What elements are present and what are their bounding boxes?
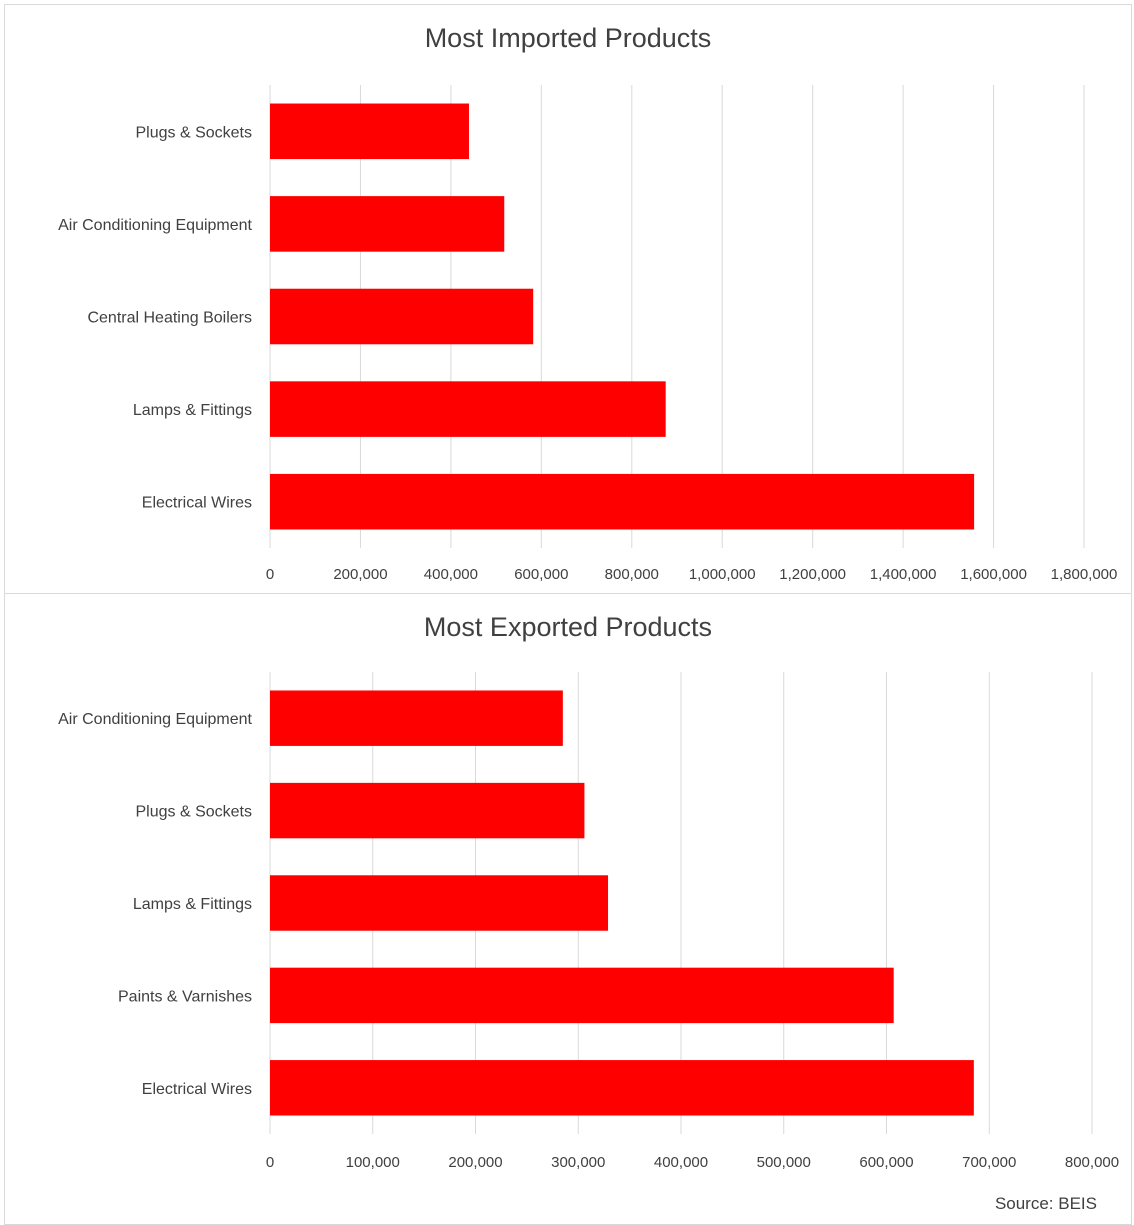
exports-bar	[270, 690, 563, 746]
imports-category-label: Plugs & Sockets	[136, 124, 253, 141]
imports-chart-svg: 0 200,000 400,000 600,000 800,000 1,000,000 1,…	[58, 85, 1118, 583]
imports-x-tick-label: 400,000	[424, 566, 478, 583]
exports-x-tick-label: 700,000	[962, 1154, 1016, 1171]
imports-bar	[270, 196, 505, 252]
imports-x-tick-label: 1,000,000	[689, 566, 756, 583]
imports-x-tick-label: 600,000	[514, 566, 568, 583]
exports-chart-title: Most Exported Products	[423, 612, 713, 642]
exports-x-tick-label: 300,000	[551, 1154, 605, 1171]
exports-x-tick-label: 200,000	[448, 1154, 502, 1171]
exports-bar	[270, 875, 609, 931]
exports-category-label: Air Conditioning Equipment	[58, 711, 252, 728]
exports-bar	[270, 782, 585, 839]
exports-category-label: Lamps & Fittings	[133, 896, 252, 913]
imports-bar	[270, 288, 534, 345]
imports-x-tick-label: 1,200,000	[779, 566, 846, 583]
imports-category-label: Lamps & Fittings	[133, 402, 252, 419]
exports-x-tick-label: 100,000	[346, 1154, 400, 1171]
exports-x-tick-label: 400,000	[654, 1154, 708, 1171]
imports-bar	[270, 473, 975, 530]
exports-category-label: Plugs & Sockets	[136, 804, 253, 821]
exports-x-tick-label: 800,000	[1065, 1154, 1119, 1171]
exports-bar	[270, 1060, 974, 1116]
exports-category-label: Electrical Wires	[142, 1081, 252, 1098]
exports-category-label: Paints & Varnishes	[118, 988, 252, 1005]
exports-bar	[270, 967, 894, 1024]
imports-chart-panel: Most Imported Products 0 200,000 400,000 60…	[4, 4, 1132, 595]
imports-category-label: Central Heating Boilers	[87, 310, 252, 327]
exports-chart-svg: 0 100,000 200,000 300,000 400,000 500,000 600,…	[58, 672, 1119, 1171]
source-note: Source: BEIS	[994, 1194, 1097, 1213]
imports-x-tick-label: 800,000	[605, 566, 659, 583]
exports-chart-panel: Most Exported Products 0 100,000 200,000 30…	[4, 593, 1132, 1225]
imports-x-tick-label: 1,800,000	[1051, 566, 1118, 583]
imports-category-label: Electrical Wires	[142, 495, 252, 512]
imports-x-tick-label: 1,600,000	[960, 566, 1027, 583]
imports-chart-title: Most Imported Products	[424, 23, 712, 53]
imports-x-tick-label: 0	[266, 566, 274, 583]
exports-x-tick-label: 500,000	[757, 1154, 811, 1171]
imports-x-tick-label: 200,000	[333, 566, 387, 583]
exports-x-tick-label: 600,000	[859, 1154, 913, 1171]
exports-x-tick-label: 0	[266, 1154, 274, 1171]
imports-bar	[270, 381, 666, 437]
imports-bar	[270, 103, 469, 160]
imports-category-label: Air Conditioning Equipment	[58, 217, 252, 234]
imports-x-tick-label: 1,400,000	[870, 566, 937, 583]
